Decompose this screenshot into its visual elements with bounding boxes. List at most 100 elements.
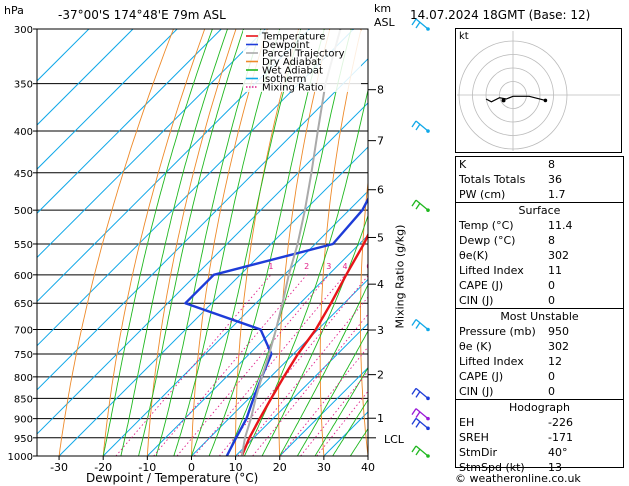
height-tick-label: 5 [377,231,384,244]
index-row: Totals Totals 36 [456,172,623,187]
surface-value: 0 [548,294,555,307]
isotherm-line [37,29,310,303]
index-row: PW (cm) 1.7 [456,187,623,202]
x-axis-title: Dewpoint / Temperature (°C) [86,471,259,485]
dewpoint-curve [184,196,368,456]
hodograph-param-row: StmDir 40° [456,445,623,460]
dry-adiabat [102,29,206,456]
mixing-ratio-line [176,274,330,456]
hodograph-param-value: 13 [548,461,562,474]
hodograph-param-value: -226 [548,416,573,429]
wind-barb [411,199,430,212]
isotherm-line [37,102,368,435]
index-value: 1.7 [548,188,566,201]
surface-key: Dewp (°C) [459,234,516,247]
temperature-tick-label: 30 [317,461,331,474]
wind-barb [411,445,430,458]
index-key: Totals Totals [459,173,526,186]
wind-barb [411,387,430,401]
surface-key: θe(K) [459,249,489,262]
most-unstable-key: Lifted Index [459,355,524,368]
most-unstable-key: CAPE (J) [459,370,504,383]
credit-label: © weatheronline.co.uk [455,472,581,485]
height-tick-label: 6 [377,184,384,197]
wet-adiabat [314,367,368,456]
most-unstable-row: CAPE (J) 0 [456,369,623,384]
indices-table: K 8 Totals Totals 36 PW (cm) 1.7 [455,156,624,204]
wet-adiabat [173,29,281,456]
hodograph-unit-label: kt [459,31,469,42]
index-value: 36 [548,173,562,186]
hodograph-param-value: -171 [548,431,573,444]
hodograph-frame [455,28,622,153]
mixing-ratio-line [193,274,346,456]
dry-adiabat [319,29,362,456]
legend-item-label: Parcel Trajectory [262,49,345,60]
pressure-tick-label: 750 [14,350,33,361]
surface-row: CIN (J) 0 [456,293,623,308]
mixing-ratio-label: 8 [384,262,389,271]
temperature-tick-label: -30 [50,461,68,474]
pressure-tick-label: 700 [14,326,33,337]
isotherm-line [37,29,222,214]
temperature-tick-label: 40 [361,461,375,474]
temperature-tick-label: 0 [188,461,195,474]
wet-adiabat [120,29,228,456]
isotherm-line [37,29,134,126]
most-unstable-value: 0 [548,370,555,383]
most-unstable-key: CIN (J) [459,385,494,398]
wet-adiabat [102,29,213,456]
most-unstable-row: Pressure (mb) 950 [456,324,623,339]
surface-row: CAPE (J) 0 [456,278,623,293]
most-unstable-row: θe (K) 302 [456,339,623,354]
hodograph-param-key: SREH [459,431,489,444]
mixing-ratio-label: 3 [326,262,331,271]
most-unstable-value: 12 [548,355,562,368]
mixing-ratio-line [252,313,368,456]
pressure-tick-label: 850 [14,394,33,405]
wind-barb [411,408,430,421]
wet-adiabat [155,29,262,456]
most-unstable-key: Pressure (mb) [459,325,536,338]
wet-adiabat [138,29,245,456]
plot-frame [36,28,369,457]
hodograph-trace [485,95,546,103]
mixing-ratio-label: 2 [304,262,309,271]
hodograph-point [543,98,548,103]
isotherm-line [235,322,368,456]
most-unstable-value: 0 [548,385,555,398]
mixing-ratio-label: 15 [421,262,431,271]
mixing-ratio-label: 4 [342,262,347,271]
temperature-tick-label: -20 [94,461,112,474]
hodograph-param-key: EH [459,416,475,429]
wet-adiabat [261,214,368,456]
surface-value: 11 [548,264,562,277]
dry-adiabat [359,178,368,456]
wind-barb [411,120,430,133]
wind-barb [411,319,430,332]
height-tick-label: 3 [377,324,384,337]
pressure-tick-label: 950 [14,434,33,445]
datetime-label: 14.07.2024 18GMT (Base: 12) [410,8,591,22]
surface-value: 302 [548,249,569,262]
most-unstable-value: 950 [548,325,569,338]
surface-row: Lifted Index 11 [456,263,623,278]
parameters-table: Surface Temp (°C) 11.4 Dewp (°C) 8 θe(K) 302 L… [455,202,624,474]
pressure-tick-label: 600 [14,271,33,282]
temperature-tick-label: 20 [273,461,287,474]
wind-barb [411,417,430,431]
wet-adiabat [243,88,368,456]
surface-key: Temp (°C) [459,219,514,232]
hodograph-param-key: StmDir [459,446,498,459]
surface-row: Temp (°C) 11.4 [456,218,623,233]
mixing-ratio-line [279,346,368,456]
dry-adiabat [191,29,268,456]
surface-row: θe(K) 302 [456,248,623,263]
mixing-ratio-label: 20 [440,262,450,271]
pressure-tick-label: 900 [14,415,33,426]
legend-item-label: Dry Adiabat [262,57,321,68]
isotherm-line [58,146,368,456]
pressure-tick-label: 350 [14,80,33,91]
surface-value: 8 [548,234,555,247]
isotherm-line [37,58,368,391]
